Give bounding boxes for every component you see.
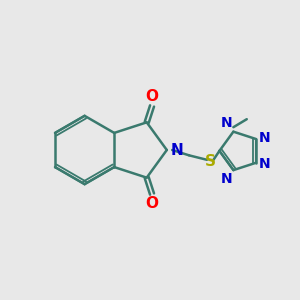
Text: N: N	[220, 116, 232, 130]
Text: N: N	[258, 131, 270, 145]
Text: N: N	[220, 172, 232, 187]
Text: S: S	[204, 154, 215, 169]
Text: O: O	[146, 196, 158, 211]
Text: N: N	[258, 157, 270, 171]
Text: O: O	[146, 88, 158, 104]
Text: N: N	[170, 142, 183, 158]
